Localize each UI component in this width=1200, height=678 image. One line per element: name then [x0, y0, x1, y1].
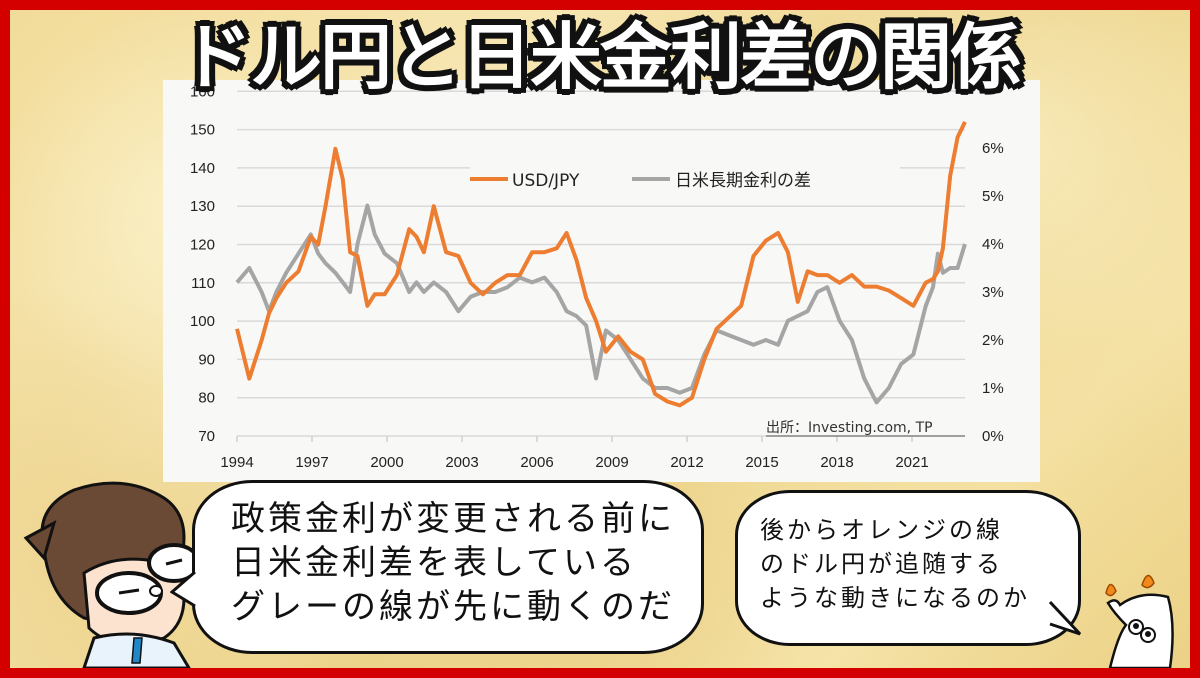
x-axis-tick: 2003 — [445, 454, 478, 471]
x-axis-tick: 2006 — [520, 454, 553, 471]
left-axis-tick: 70 — [198, 428, 215, 445]
chart-legend: USD/JPY 日米長期金利の差 — [470, 160, 900, 196]
speech-bubble-right: 後からオレンジの線 のドル円が追随する ような動きになるのか — [735, 490, 1081, 646]
left-axis-tick: 90 — [198, 351, 215, 368]
left-axis-tick: 100 — [190, 313, 215, 330]
speech-right-line-2: のドル円が追随する — [760, 550, 1003, 578]
right-axis-tick: 0% — [982, 428, 1004, 445]
x-axis-tick: 2018 — [820, 454, 853, 471]
speech-right-line-3: ような動きになるのか — [760, 584, 1030, 612]
left-axis-tick: 130 — [190, 198, 215, 215]
left-y-axis: 70 80 90 100 110 120 130 140 150 160 — [190, 83, 215, 445]
x-axis-tick: 2015 — [745, 454, 778, 471]
spread-line — [235, 203, 967, 405]
x-axis-tick: 2012 — [670, 454, 703, 471]
left-axis-tick: 140 — [190, 160, 215, 177]
speech-right-line-1: 後からオレンジの線 — [760, 516, 1003, 544]
speech-tail-left — [170, 570, 196, 608]
right-axis-tick: 1% — [982, 380, 1004, 397]
left-axis-tick: 150 — [190, 122, 215, 139]
right-y-axis: 0% 1% 2% 3% 4% 5% 6% — [982, 140, 1004, 445]
right-axis-tick: 2% — [982, 332, 1004, 349]
right-axis-tick: 3% — [982, 284, 1004, 301]
page-title: ドル円と日米金利差の関係 — [178, 13, 1024, 101]
candle-mascot-icon — [1105, 574, 1174, 668]
x-axis-tick: 1997 — [295, 454, 328, 471]
right-axis-tick: 4% — [982, 236, 1004, 253]
x-axis-tick: 1994 — [220, 454, 253, 471]
speech-bubble-left: 政策金利が変更される前に 日米金利差を表している グレーの線が先に動くのだ — [192, 480, 704, 654]
speech-left-line-3: グレーの線が先に動くのだ — [231, 587, 675, 627]
right-axis-tick: 6% — [982, 140, 1004, 157]
glasses-boy-icon — [23, 481, 201, 668]
legend-spread-label: 日米長期金利の差 — [675, 171, 811, 191]
left-axis-tick: 110 — [191, 275, 215, 292]
left-axis-tick: 80 — [198, 390, 215, 407]
speech-tail-right — [1048, 600, 1082, 636]
left-axis-tick: 120 — [190, 237, 215, 254]
right-axis-tick: 5% — [982, 188, 1004, 205]
x-axis-tick: 2009 — [595, 454, 628, 471]
source-note: 出所：Investing.com, TP — [766, 420, 933, 436]
speech-left-line-1: 政策金利が変更される前に — [231, 499, 675, 539]
left-axis-tick: 160 — [190, 83, 215, 100]
speech-left-line-2: 日米金利差を表している — [231, 543, 637, 583]
usdjpy-line — [235, 121, 967, 408]
x-axis-tick: 2000 — [370, 454, 403, 471]
x-axis: 1994 1997 2000 2003 2006 2009 2012 2015 2018 2021 — [220, 435, 965, 471]
x-axis-tick: 2021 — [895, 454, 928, 471]
legend-usdjpy-label: USD/JPY — [512, 171, 580, 191]
chart-panel — [163, 80, 1040, 482]
